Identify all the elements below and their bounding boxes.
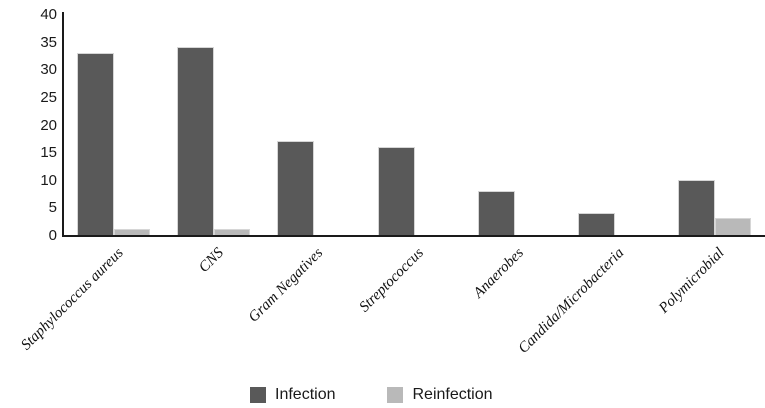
y-tick-label: 20	[40, 116, 57, 134]
y-tick-label: 5	[48, 199, 57, 217]
x-tick-label: Staphylococcus aureus	[17, 245, 127, 354]
y-tick-label: 40	[40, 6, 57, 23]
x-tick-label: Anaerobes	[470, 245, 527, 302]
x-tick-label: CNS	[195, 245, 227, 276]
bar-infection	[477, 190, 515, 235]
bar-infection	[177, 47, 215, 235]
bar-infection	[77, 52, 114, 235]
bar-reinfection	[214, 229, 251, 235]
bar-reinfection	[715, 218, 752, 235]
x-tick-label: Candida/Microbacteria	[515, 245, 628, 357]
x-tick-label: Streptococcus	[356, 245, 427, 316]
legend-label: Infection	[275, 386, 336, 403]
bar-reinfection	[114, 229, 150, 235]
x-tick-label: Gram Negatives	[246, 245, 327, 326]
legend-swatch-infection	[250, 387, 266, 403]
bar-infection	[277, 141, 315, 235]
legend-item-reinfection: Reinfection	[387, 386, 493, 403]
x-axis-line	[62, 235, 765, 237]
legend-item-infection: Infection	[250, 387, 335, 403]
bar-infection	[577, 212, 615, 235]
y-tick-label: 25	[40, 88, 57, 106]
y-tick-label: 0	[48, 227, 57, 244]
y-axis-line	[62, 12, 64, 237]
y-tick-label: 35	[40, 33, 57, 51]
y-tick-label: 10	[40, 171, 57, 189]
legend-swatch-reinfection	[387, 387, 404, 403]
y-tick-label: 15	[40, 144, 57, 162]
legend: Infection Reinfection	[250, 387, 493, 403]
legend-label: Reinfection	[412, 386, 493, 403]
bar-infection	[377, 146, 415, 235]
y-tick-label: 30	[40, 61, 57, 79]
bar-infection	[678, 179, 716, 235]
x-tick-label: Polymicrobial	[655, 245, 728, 317]
